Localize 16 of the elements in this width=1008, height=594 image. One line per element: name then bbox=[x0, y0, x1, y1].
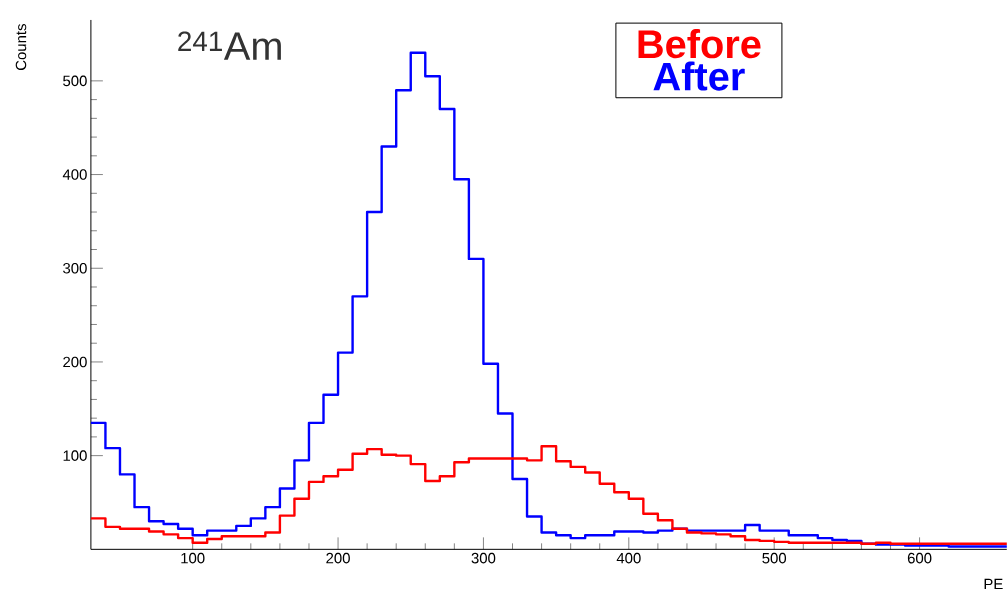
x-tick-label: 600 bbox=[907, 552, 932, 564]
y-tick-label: 100 bbox=[63, 450, 87, 461]
x-tick-label: 200 bbox=[326, 552, 350, 564]
x-tick-label: 400 bbox=[616, 552, 641, 564]
x-axis-title: PE bbox=[984, 578, 1003, 589]
x-tick-label: 100 bbox=[181, 552, 205, 564]
y-tick-label: 200 bbox=[63, 356, 87, 368]
text: After bbox=[653, 61, 745, 91]
x-tick-label: 500 bbox=[762, 552, 787, 564]
y-tick-label: 300 bbox=[63, 262, 87, 274]
text: Before bbox=[638, 28, 761, 59]
y-axis-title: Counts bbox=[15, 23, 27, 70]
y-tick-label: 500 bbox=[63, 75, 87, 87]
chart-title: $^{241}$Am bbox=[178, 31, 281, 60]
y-tick-label: 400 bbox=[62, 169, 87, 180]
x-tick-label: 300 bbox=[471, 552, 496, 564]
